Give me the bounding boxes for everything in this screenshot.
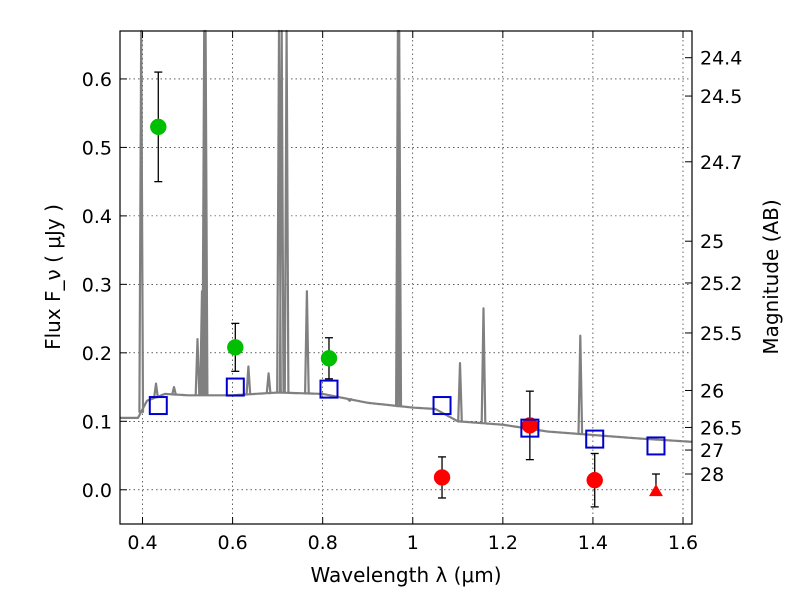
right-tick-label: 26.5 — [700, 417, 742, 439]
model-point — [646, 436, 666, 456]
x-tick-label: 1.6 — [668, 532, 698, 554]
right-tick-label: 25.2 — [700, 273, 742, 295]
right-axis-title: Magnitude (AB) — [759, 199, 783, 354]
right-tick-label: 25 — [700, 231, 724, 253]
spectrum-line — [119, 29, 693, 443]
model-point — [432, 396, 452, 416]
x-tick-label: 1 — [407, 532, 419, 554]
y-tick-label: 0.0 — [82, 480, 112, 502]
y-tick-label: 0.3 — [82, 274, 112, 296]
data-point — [320, 350, 338, 367]
y-tick-label: 0.6 — [82, 69, 112, 91]
model-point — [319, 379, 339, 399]
upper-limit-point — [648, 484, 663, 497]
right-tick-label: 26 — [700, 380, 724, 402]
data-point — [150, 118, 167, 136]
data-point — [586, 471, 603, 489]
x-tick-label: 1.2 — [488, 532, 518, 554]
model-spectrum — [119, 29, 693, 443]
y-tick-label: 0.1 — [82, 411, 112, 433]
right-tick-label: 24.7 — [700, 152, 742, 174]
model-point — [225, 377, 245, 397]
y-tick-label: 0.5 — [82, 137, 112, 159]
x-tick-label: 1.4 — [578, 532, 608, 554]
plot-frame — [119, 30, 693, 525]
x-tick-label: 0.6 — [217, 532, 247, 554]
right-tick-label: 27 — [700, 440, 724, 462]
right-tick-label: 28 — [700, 464, 724, 486]
data-point — [227, 339, 244, 356]
data-point — [433, 469, 451, 486]
x-axis-title: Wavelength λ (μm) — [310, 563, 501, 587]
data-points — [148, 71, 666, 508]
x-tick-label: 0.4 — [127, 532, 157, 554]
y-tick-label: 0.2 — [82, 343, 112, 365]
right-tick-label: 25.5 — [700, 323, 742, 345]
y-tick-label: 0.4 — [82, 206, 112, 228]
y-axis-title: Flux F_ν ( μJy ) — [41, 204, 65, 350]
model-point — [520, 418, 540, 438]
axis-ticks: 0.4 0.6 0.8 1 1.2 1.4 1.6 0.0 0.1 0.2 0.3 0.4 0.5 0.6… — [82, 31, 742, 554]
right-tick-label: 24.5 — [700, 86, 742, 108]
model-point — [148, 396, 168, 416]
x-tick-label: 0.8 — [308, 532, 338, 554]
plot-background — [120, 31, 692, 524]
model-point — [585, 429, 605, 449]
right-tick-label: 24.4 — [700, 48, 742, 70]
